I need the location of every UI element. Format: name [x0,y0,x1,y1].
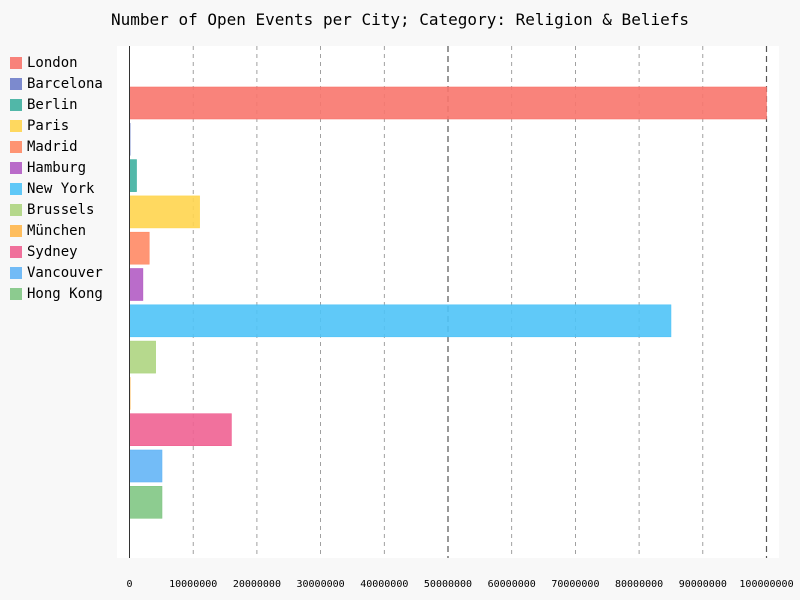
legend-item[interactable]: London [10,52,103,73]
legend-swatch [10,140,22,153]
x-tick-label: 40000000 [360,579,408,590]
legend-label: Berlin [27,96,78,113]
x-tick-label: 70000000 [551,579,599,590]
bar-london [129,86,767,120]
legend-label: Hong Kong [27,285,103,302]
bar-berlin [129,159,137,192]
legend-swatch [10,119,22,132]
legend-swatch [10,182,22,195]
legend-item[interactable]: Paris [10,115,103,136]
legend: London Barcelona Berlin Paris Madrid Hamburg N… [10,52,103,304]
plot-area: 0 10000000 20000000 30000000 40000000 5000000… [117,46,794,590]
legend-swatch [10,203,22,216]
legend-item[interactable]: Brussels [10,199,103,220]
legend-label: Paris [27,117,70,134]
x-tick-label: 80000000 [615,579,663,590]
legend-swatch [10,98,22,111]
bar-paris [129,195,200,229]
x-tick-label: 0 [126,579,132,590]
legend-swatch [10,245,22,258]
bar-chart: 0 10000000 20000000 30000000 40000000 5000000… [126,46,794,590]
x-tick-label: 20000000 [233,579,281,590]
legend-item[interactable]: Madrid [10,136,103,157]
legend-swatch [10,224,22,237]
x-tick-label: 90000000 [679,579,727,590]
legend-label: Madrid [27,138,78,155]
bar-sydney [129,413,232,447]
bar-hamburg [129,268,144,301]
legend-swatch [10,266,22,279]
legend-swatch [10,161,22,174]
bar-hong-kong [129,485,163,519]
legend-label: Barcelona [27,75,103,92]
legend-label: Hamburg [27,159,87,176]
legend-label: New York [27,180,95,197]
bar-brussels [129,340,156,374]
x-tick-label: 60000000 [488,579,536,590]
bar-new-york [129,304,672,338]
legend-item[interactable]: Vancouver [10,262,103,283]
chart-title: Number of Open Events per City; Category… [111,10,689,29]
legend-swatch [10,56,22,69]
legend-item[interactable]: Hong Kong [10,283,103,304]
legend-label: Vancouver [27,264,103,281]
x-tick-label: 30000000 [297,579,345,590]
bar-madrid [129,231,150,265]
legend-item[interactable]: New York [10,178,103,199]
bar-vancouver [129,449,163,483]
legend-label: Sydney [27,243,78,260]
x-tick-label: 50000000 [424,579,472,590]
legend-item[interactable]: Hamburg [10,157,103,178]
x-tick-label: 100000000 [739,579,793,590]
legend-label: München [27,222,87,239]
x-tick-label: 10000000 [169,579,217,590]
legend-item[interactable]: Barcelona [10,73,103,94]
legend-swatch [10,77,22,90]
legend-swatch [10,287,22,300]
legend-label: London [27,54,78,71]
legend-item[interactable]: Sydney [10,241,103,262]
legend-item[interactable]: München [10,220,103,241]
legend-item[interactable]: Berlin [10,94,103,115]
legend-label: Brussels [27,201,95,218]
